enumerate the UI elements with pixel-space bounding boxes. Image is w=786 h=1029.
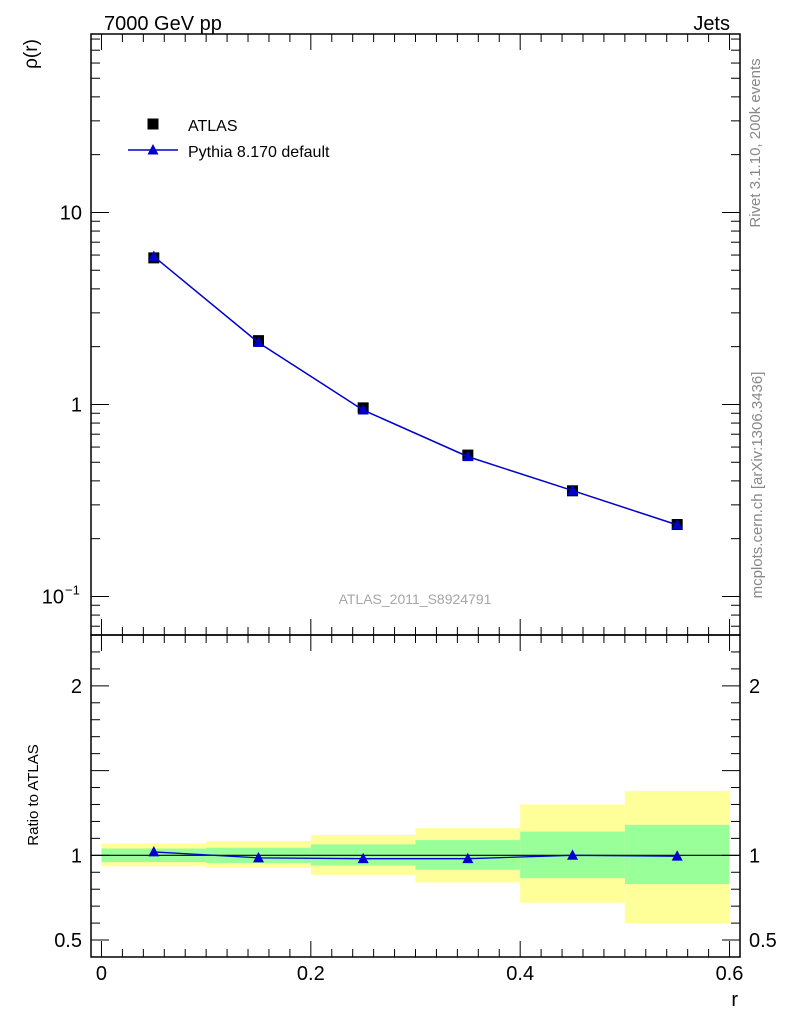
- rivet-version-label: Rivet 3.1.10, 200k events: [747, 58, 764, 227]
- pythia-point: [462, 450, 474, 462]
- ratio-y-tick-label: 2: [71, 676, 82, 698]
- ratio-x-tick-label: 0.2: [297, 963, 325, 985]
- pythia-point: [567, 484, 579, 496]
- ratio-pythia-line: [153, 851, 678, 860]
- ratio-pythia-point: [148, 845, 160, 857]
- ratio-y-tick-label-right: 1: [749, 845, 760, 867]
- legend-atlas-label: ATLAS: [188, 118, 238, 135]
- ratio-xlabel: r: [731, 989, 738, 1011]
- ratio-y-tick-label-right: 0.5: [749, 930, 777, 952]
- main-y-tick-label: 10: [60, 202, 82, 224]
- pythia-point: [252, 336, 264, 348]
- pythia-point: [671, 518, 683, 530]
- ratio-pythia-point: [567, 849, 579, 860]
- ratio-x-tick-label: 0.4: [506, 963, 534, 985]
- main-ylabel: ρ(r): [21, 39, 42, 69]
- ratio-x-tick-label: 0.6: [716, 963, 744, 985]
- ratio-y-tick-label: 0.5: [54, 930, 82, 952]
- legend-pythia-label: Pythia 8.170 default: [188, 144, 330, 161]
- legend-pythia-marker: [147, 144, 159, 155]
- main-y-tick-label: 1: [71, 394, 82, 416]
- ratio-y-tick-label-right: 2: [749, 676, 760, 698]
- ratio-y-tick-label: 1: [71, 845, 82, 867]
- mcplots-label: mcplots.cern.ch [arXiv:1306.3436]: [749, 372, 766, 599]
- ratio-pythia-point: [671, 850, 683, 861]
- pythia-line: [153, 255, 678, 526]
- main-y-tick-label-exponent: −1: [65, 582, 80, 597]
- ratio-ylabel: Ratio to ATLAS: [25, 744, 42, 845]
- analysis-watermark: ATLAS_2011_S8924791: [339, 591, 492, 607]
- header-right-title: Jets: [693, 13, 730, 35]
- ratio-x-tick-label: 0: [96, 963, 107, 985]
- pythia-point: [148, 250, 160, 261]
- legend-atlas-marker: [147, 118, 159, 130]
- main-y-tick-label: 10: [42, 586, 64, 608]
- pythia-point: [357, 404, 369, 415]
- header-left-title: 7000 GeV pp: [104, 13, 222, 35]
- ratio-pythia-point: [252, 851, 264, 863]
- ratio-pythia-point: [357, 852, 369, 864]
- ratio-pythia-point: [462, 852, 474, 864]
